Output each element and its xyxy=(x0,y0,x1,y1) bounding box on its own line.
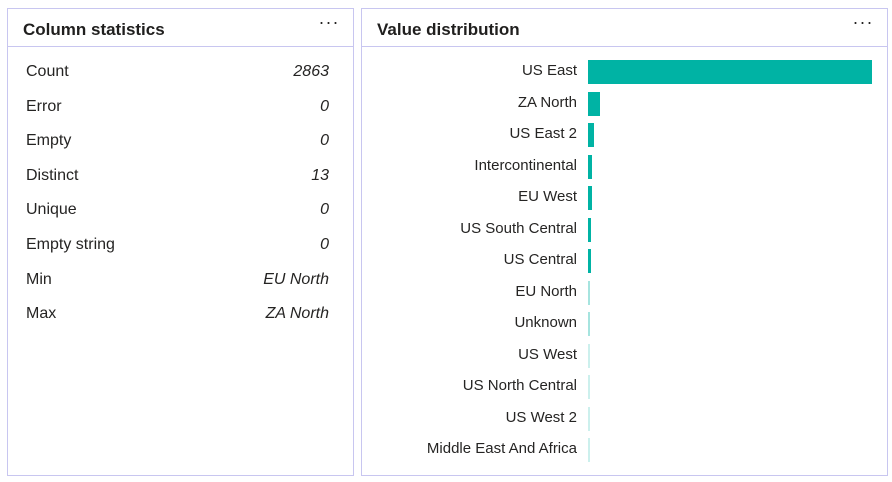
distribution-row: Middle East And Africa xyxy=(362,436,887,464)
distribution-bar[interactable] xyxy=(588,60,872,84)
stat-value: 0 xyxy=(320,201,329,219)
stat-value: 0 xyxy=(320,236,329,253)
distribution-row: Intercontinental xyxy=(362,153,887,181)
distribution-row: US East 2 xyxy=(362,121,887,149)
category-label: US East xyxy=(521,62,577,79)
value-distribution-header: Value distribution ··· xyxy=(362,9,887,47)
category-label: ZA North xyxy=(517,93,577,111)
distribution-bar[interactable] xyxy=(588,438,590,462)
distribution-row: US West 2 xyxy=(362,405,887,433)
pane-title: Column statistics xyxy=(23,20,165,39)
stat-value: EU North xyxy=(263,270,329,288)
category-label: US West xyxy=(518,345,577,363)
stat-label: Min xyxy=(26,270,52,288)
more-options-icon[interactable]: ··· xyxy=(852,12,874,32)
distribution-bar[interactable] xyxy=(588,217,592,242)
category-label: EU West xyxy=(518,188,577,205)
distribution-row: EU West xyxy=(362,184,887,212)
distribution-row: ZA North xyxy=(362,90,887,118)
category-label: US Central xyxy=(503,251,577,268)
category-label: Middle East And Africa xyxy=(426,440,577,457)
stat-row: Distinct 13 xyxy=(26,167,329,191)
stat-label: Count xyxy=(26,63,69,80)
stat-label: Empty string xyxy=(26,236,115,253)
stat-row: Error 0 xyxy=(26,98,329,122)
more-options-icon[interactable]: ··· xyxy=(318,12,340,32)
distribution-bar[interactable] xyxy=(588,375,590,399)
stat-label: Unique xyxy=(26,201,77,219)
category-label: US West 2 xyxy=(505,408,577,426)
stat-label: Max xyxy=(26,305,57,323)
stat-row: Max ZA North xyxy=(26,305,329,329)
distribution-bar[interactable] xyxy=(588,312,590,336)
category-label: Intercontinental xyxy=(474,156,577,174)
distribution-bar[interactable] xyxy=(588,123,594,147)
column-statistics-header: Column statistics ··· xyxy=(8,9,353,47)
distribution-row: Unknown xyxy=(362,310,887,338)
column-statistics-pane: Column statistics ··· Count 2863 Error 0 Emp… xyxy=(7,8,354,476)
distribution-bar[interactable] xyxy=(588,280,590,305)
distribution-row: US South Central xyxy=(362,216,887,244)
distribution-bar[interactable] xyxy=(588,186,593,210)
stat-value: ZA North xyxy=(265,305,329,323)
category-label: US South Central xyxy=(460,219,577,237)
stat-row: Count 2863 xyxy=(26,63,329,87)
stat-row: Unique 0 xyxy=(26,201,329,225)
category-label: EU North xyxy=(515,282,577,300)
stat-row: Min EU North xyxy=(26,271,329,295)
distribution-row: US East xyxy=(362,58,887,86)
distribution-row: US Central xyxy=(362,247,887,275)
distribution-row: US North Central xyxy=(362,373,887,401)
distribution-row: US West xyxy=(362,342,887,370)
distribution-bar[interactable] xyxy=(588,343,590,368)
pane-title: Value distribution xyxy=(377,20,520,39)
value-distribution-pane: Value distribution ··· US East ZA North US… xyxy=(361,8,888,476)
stat-value: 2863 xyxy=(293,63,329,80)
stat-value: 13 xyxy=(311,166,329,184)
distribution-bar[interactable] xyxy=(588,406,590,431)
stat-value: 0 xyxy=(320,97,329,115)
distribution-bar[interactable] xyxy=(588,154,593,179)
stat-row: Empty 0 xyxy=(26,132,329,156)
distribution-bar[interactable] xyxy=(588,91,601,116)
distribution-row: EU North xyxy=(362,279,887,307)
category-label: US East 2 xyxy=(509,125,577,142)
stat-row: Empty string 0 xyxy=(26,236,329,260)
distribution-bar[interactable] xyxy=(588,249,591,273)
category-label: Unknown xyxy=(514,314,577,331)
stat-label: Error xyxy=(26,97,62,115)
stat-label: Distinct xyxy=(26,166,79,184)
stat-value: 0 xyxy=(320,132,329,150)
stat-label: Empty xyxy=(26,132,72,150)
category-label: US North Central xyxy=(462,377,577,394)
